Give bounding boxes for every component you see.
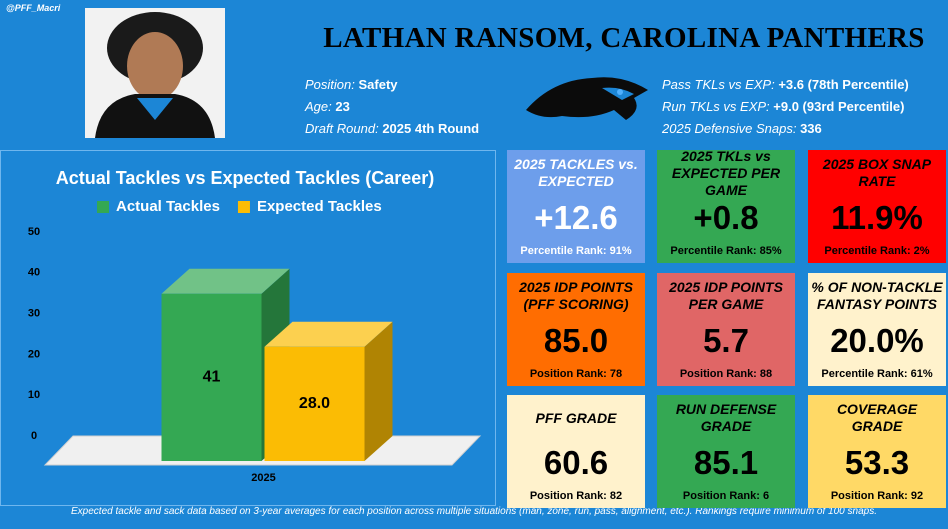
- legend-label: Expected Tackles: [257, 198, 382, 215]
- page-title: LATHAN RANSOM, CAROLINA PANTHERS: [323, 22, 925, 54]
- stats-label: Pass TKLs vs EXP:: [662, 77, 775, 92]
- y-tick-label: 0: [31, 430, 37, 442]
- bio-label: Draft Round:: [305, 121, 379, 136]
- stats-value: 336: [800, 121, 822, 136]
- card-title: RUN DEFENSE GRADE: [675, 401, 777, 434]
- stats-value: +9.0 (93rd Percentile): [773, 99, 905, 114]
- team-logo: [526, 77, 648, 120]
- card-footer: Percentile Rank: 91%: [520, 245, 632, 257]
- bio-row: Position: Safety: [305, 77, 398, 92]
- stat-card: % OF NON-TACKLE FANTASY POINTS 20.0% Perce…: [808, 273, 946, 386]
- bio-value: 23: [335, 99, 350, 114]
- card-value: 60.6: [543, 444, 609, 481]
- stats-row: 2025 Defensive Snaps: 336: [662, 121, 822, 136]
- card-title: 2025 IDP POINTS PER GAME: [669, 279, 783, 312]
- chart: Actual Tackles vs Expected Tackles (Care…: [0, 150, 496, 506]
- stats-label: 2025 Defensive Snaps:: [662, 121, 797, 136]
- card-footer: Position Rank: 82: [529, 490, 623, 502]
- bar-top: [264, 321, 393, 347]
- stat-card: 2025 TKLs vs EXPECTED PER GAME +0.8 Percen…: [657, 147, 795, 263]
- y-tick-label: 20: [28, 348, 40, 360]
- card-value: 5.7: [703, 322, 749, 359]
- y-tick-label: 10: [28, 389, 40, 401]
- bio-label: Age:: [305, 99, 332, 114]
- stat-card: 2025 IDP POINTS (PFF SCORING) 85.0 Positio…: [507, 273, 645, 386]
- card-value: +12.6: [534, 199, 618, 236]
- card-value: +0.8: [693, 199, 759, 236]
- bio-value: 2025 4th Round: [382, 121, 480, 136]
- card-footer: Position Rank: 92: [830, 490, 924, 502]
- card-title: PFF GRADE: [535, 409, 617, 426]
- y-tick-label: 30: [28, 308, 40, 320]
- x-tick-label: 2025: [251, 472, 275, 484]
- bio-value: Safety: [358, 77, 398, 92]
- card-value: 85.0: [543, 322, 609, 359]
- bio-row: Age: 23: [305, 99, 350, 114]
- legend-swatch: [237, 201, 250, 213]
- card-value: 11.9%: [831, 199, 923, 236]
- bar-value-label: 41: [203, 369, 221, 386]
- bar-side: [364, 321, 393, 461]
- y-tick-label: 40: [28, 267, 40, 279]
- card-footer: Position Rank: 88: [679, 368, 773, 380]
- bar: [264, 346, 365, 461]
- card-footer: Percentile Rank: 2%: [824, 245, 930, 257]
- card-value: 20.0%: [830, 322, 924, 359]
- handle: @PFF_Macri: [6, 3, 61, 13]
- stat-card: PFF GRADE 60.6 Position Rank: 82: [507, 395, 645, 508]
- stat-card: 2025 TACKLES vs. EXPECTED +12.6 Percentile…: [507, 150, 645, 263]
- card-title: COVERAGE GRADE: [836, 401, 918, 434]
- stat-card: COVERAGE GRADE 53.3 Position Rank: 92: [808, 395, 946, 508]
- player-photo: [85, 8, 225, 138]
- card-title: 2025 IDP POINTS (PFF SCORING): [519, 279, 633, 312]
- stats-value: +3.6 (78th Percentile): [778, 77, 909, 92]
- bar-value-label: 28.0: [299, 395, 330, 412]
- card-footer: Position Rank: 6: [682, 490, 770, 502]
- card-value: 53.3: [844, 444, 910, 481]
- stat-card: 2025 IDP POINTS PER GAME 5.7 Position Rank…: [657, 273, 795, 386]
- card-title: % OF NON-TACKLE FANTASY POINTS: [811, 279, 943, 312]
- bar-top: [161, 268, 290, 294]
- chart-title: Actual Tackles vs Expected Tackles (Care…: [56, 168, 435, 188]
- stats-row: Run TKLs vs EXP: +9.0 (93rd Percentile): [662, 99, 904, 114]
- bio-label: Position:: [305, 77, 355, 92]
- bar: [161, 293, 262, 461]
- card-value: 85.1: [693, 444, 759, 481]
- bio-row: Draft Round: 2025 4th Round: [305, 121, 479, 136]
- stats-row: Pass TKLs vs EXP: +3.6 (78th Percentile): [662, 77, 909, 92]
- card-footer: Position Rank: 78: [529, 368, 623, 380]
- card-title: 2025 TACKLES vs. EXPECTED: [514, 156, 638, 189]
- card-title: 2025 BOX SNAP RATE: [822, 156, 932, 189]
- y-tick-label: 50: [28, 226, 40, 238]
- legend-label: Actual Tackles: [116, 198, 220, 215]
- card-footer: Percentile Rank: 61%: [821, 368, 933, 380]
- card-footer: Percentile Rank: 85%: [670, 245, 782, 257]
- card-title: 2025 TKLs vs EXPECTED PER GAME: [671, 147, 781, 198]
- stats-label: Run TKLs vs EXP:: [662, 99, 770, 114]
- stat-card: 2025 BOX SNAP RATE 11.9% Percentile Rank: …: [808, 150, 946, 263]
- legend-swatch: [97, 201, 109, 213]
- stat-card: RUN DEFENSE GRADE 85.1 Position Rank: 6: [657, 395, 795, 508]
- footnote: Expected tackle and sack data based on 3…: [71, 506, 877, 517]
